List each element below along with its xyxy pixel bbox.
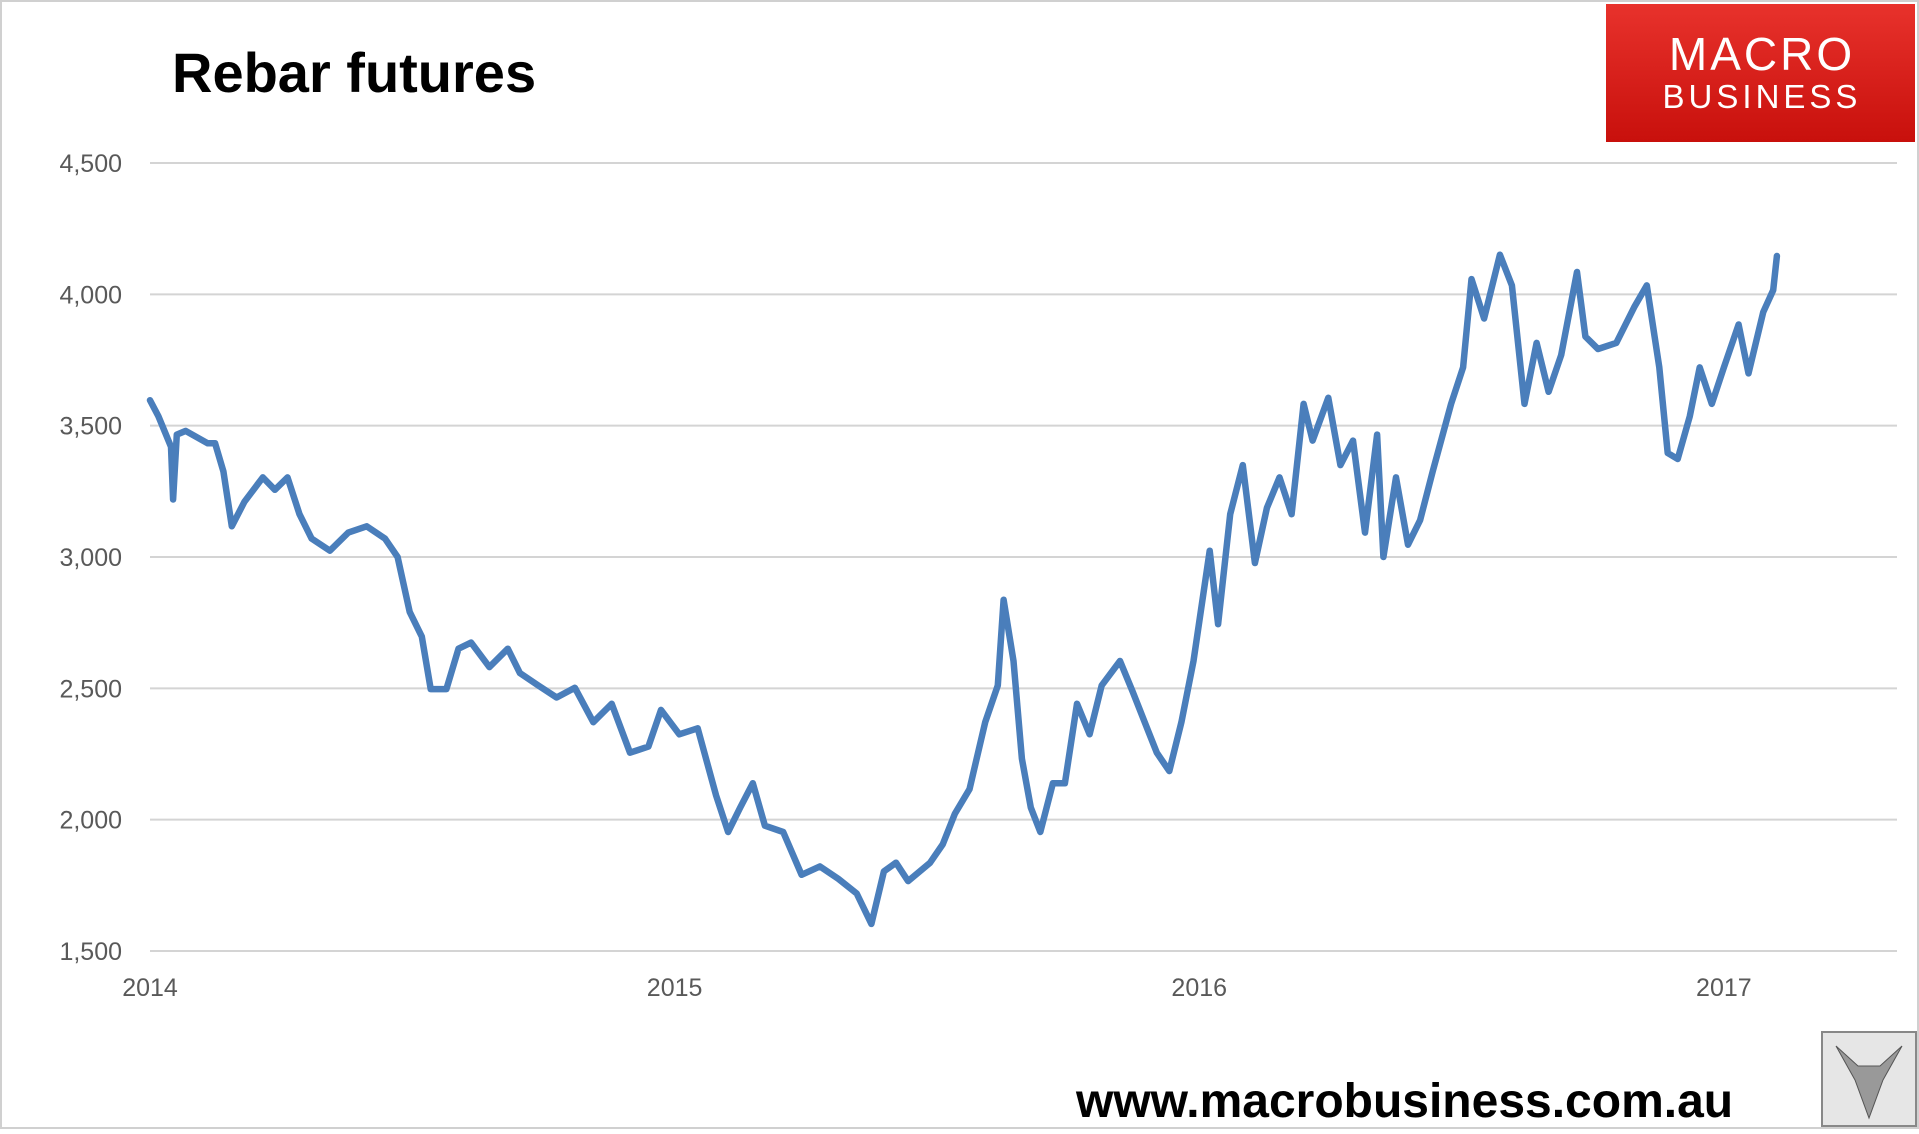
- source-url: www.macrobusiness.com.au: [1075, 1075, 1733, 1128]
- y-tick-label: 4,000: [59, 281, 122, 309]
- fox-icon: [1835, 1045, 1903, 1120]
- y-tick-label: 3,500: [59, 413, 122, 441]
- x-tick-label: 2017: [1696, 974, 1752, 1002]
- y-tick-label: 2,500: [59, 675, 122, 703]
- logo-text: MACRO: [1669, 28, 1855, 80]
- x-tick-label: 2016: [1171, 974, 1227, 1002]
- y-tick-label: 1,500: [59, 938, 122, 966]
- chart-title: Rebar futures: [172, 41, 536, 104]
- y-tick-label: 2,000: [59, 807, 122, 835]
- x-tick-label: 2015: [647, 974, 703, 1002]
- data-line: [146, 251, 1781, 928]
- plot-area: 1,500 2,000 2,500 3,000 3,500 4,000 4,500 2014 2…: [59, 150, 1897, 1002]
- logo-box: [1606, 4, 1915, 142]
- y-tick-label: 4,500: [59, 150, 122, 178]
- y-tick-label: 3,000: [59, 544, 122, 572]
- logo-text: BUSINESS: [1663, 78, 1862, 115]
- x-tick-label: 2014: [122, 974, 178, 1002]
